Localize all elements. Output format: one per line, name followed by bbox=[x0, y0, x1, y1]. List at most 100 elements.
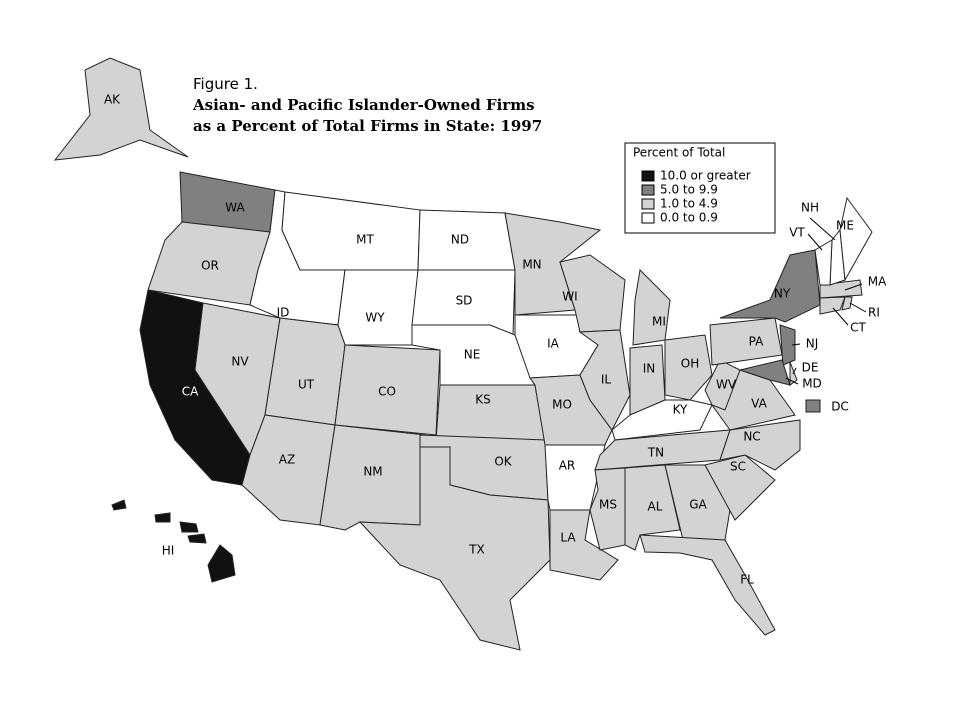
state-label: DC bbox=[831, 400, 849, 414]
state-label: VT bbox=[789, 226, 805, 240]
state: WV bbox=[704, 359, 741, 411]
state: IL bbox=[578, 329, 631, 431]
state-label: IA bbox=[547, 337, 560, 351]
state-label: ID bbox=[277, 306, 290, 320]
state: UT bbox=[264, 317, 346, 426]
state-label: CT bbox=[850, 321, 866, 335]
leader-line bbox=[832, 307, 849, 326]
state: VT bbox=[789, 226, 833, 286]
leader-line bbox=[849, 302, 867, 313]
state-label: RI bbox=[868, 306, 880, 320]
state-label: IN bbox=[643, 362, 656, 376]
legend-swatch bbox=[641, 184, 655, 196]
state-label: ND bbox=[451, 233, 469, 247]
state-shape bbox=[578, 329, 631, 431]
legend-label: 5.0 to 9.9 bbox=[660, 183, 718, 197]
state: LA bbox=[549, 509, 619, 581]
state-shape bbox=[111, 499, 127, 511]
state: MS bbox=[589, 467, 626, 551]
state-label: OR bbox=[201, 259, 219, 273]
state-label: PA bbox=[749, 335, 764, 349]
state: SC bbox=[704, 454, 776, 521]
leader-line bbox=[807, 233, 823, 251]
state-label: MT bbox=[356, 233, 374, 247]
state: KS bbox=[435, 384, 546, 441]
state: MI bbox=[632, 268, 671, 346]
state-shape bbox=[281, 191, 421, 271]
state: GA bbox=[664, 464, 731, 541]
state-label: MA bbox=[868, 275, 887, 289]
state-label: CA bbox=[182, 385, 199, 399]
state-label: WA bbox=[225, 201, 245, 215]
state: RI bbox=[841, 296, 880, 320]
state: MD bbox=[738, 359, 822, 391]
state-label: WI bbox=[562, 290, 577, 304]
leader-line bbox=[809, 217, 836, 241]
state-label: VA bbox=[751, 397, 767, 411]
state: TX bbox=[358, 446, 551, 651]
state-label: KY bbox=[673, 403, 688, 417]
figure-title: Asian- and Pacific Islander-Owned Firms bbox=[192, 96, 535, 114]
legend-label: 10.0 or greater bbox=[660, 169, 751, 183]
state: NE bbox=[411, 324, 536, 386]
state-label: MN bbox=[522, 258, 541, 272]
state-label: MI bbox=[652, 315, 666, 329]
state-label: MS bbox=[599, 498, 617, 512]
state-label: NC bbox=[743, 430, 760, 444]
state-shape bbox=[337, 269, 419, 346]
state-label: UT bbox=[298, 378, 315, 392]
state-label: GA bbox=[689, 498, 707, 512]
state: OR bbox=[147, 221, 271, 306]
state-label: NY bbox=[774, 287, 791, 301]
state-shape bbox=[814, 239, 833, 286]
state-shape bbox=[639, 534, 776, 636]
state-shape bbox=[704, 359, 741, 411]
state-label: ME bbox=[836, 219, 854, 233]
state: ME bbox=[836, 196, 873, 282]
state-shape bbox=[187, 533, 207, 544]
state-label: AK bbox=[104, 93, 121, 107]
legend-label: 1.0 to 4.9 bbox=[660, 197, 718, 211]
state: AK bbox=[53, 57, 189, 161]
state: MT bbox=[281, 191, 421, 271]
state-label: KS bbox=[475, 393, 491, 407]
state-shape bbox=[805, 399, 821, 413]
state-shape bbox=[53, 57, 189, 161]
legend-swatch bbox=[641, 198, 655, 210]
state-shape bbox=[549, 509, 619, 581]
state-label: TX bbox=[468, 543, 485, 557]
state-shape bbox=[154, 512, 171, 523]
state: FL bbox=[639, 534, 776, 636]
figure-label: Figure 1. bbox=[193, 75, 258, 93]
legend-swatch bbox=[641, 212, 655, 224]
state-label: WY bbox=[365, 311, 385, 325]
state-shape bbox=[704, 454, 776, 521]
state: CO bbox=[334, 344, 441, 436]
state-label: LA bbox=[560, 531, 576, 545]
state: PA bbox=[709, 317, 783, 366]
state-label: AZ bbox=[279, 453, 295, 467]
state-label: DE bbox=[802, 361, 819, 375]
state-label: NE bbox=[464, 348, 481, 362]
state-label: MO bbox=[552, 398, 572, 412]
state-label: AR bbox=[559, 459, 576, 473]
state-shape bbox=[358, 446, 551, 651]
state-shape bbox=[841, 296, 853, 311]
leader-line bbox=[785, 377, 799, 385]
state-shape bbox=[664, 464, 731, 541]
state: NM bbox=[319, 424, 426, 531]
figure-title: as a Percent of Total Firms in State: 19… bbox=[193, 117, 542, 135]
state-shape bbox=[207, 544, 236, 583]
state-label: HI bbox=[162, 544, 175, 558]
state-shape bbox=[632, 268, 671, 346]
leader-line bbox=[791, 343, 801, 346]
state-shape bbox=[738, 359, 791, 386]
state-shape bbox=[839, 196, 873, 282]
state-label: AL bbox=[648, 500, 663, 514]
state-label: TN bbox=[647, 446, 664, 460]
state: AL bbox=[624, 464, 681, 551]
state: NY bbox=[719, 249, 821, 323]
state-label: NV bbox=[231, 355, 249, 369]
